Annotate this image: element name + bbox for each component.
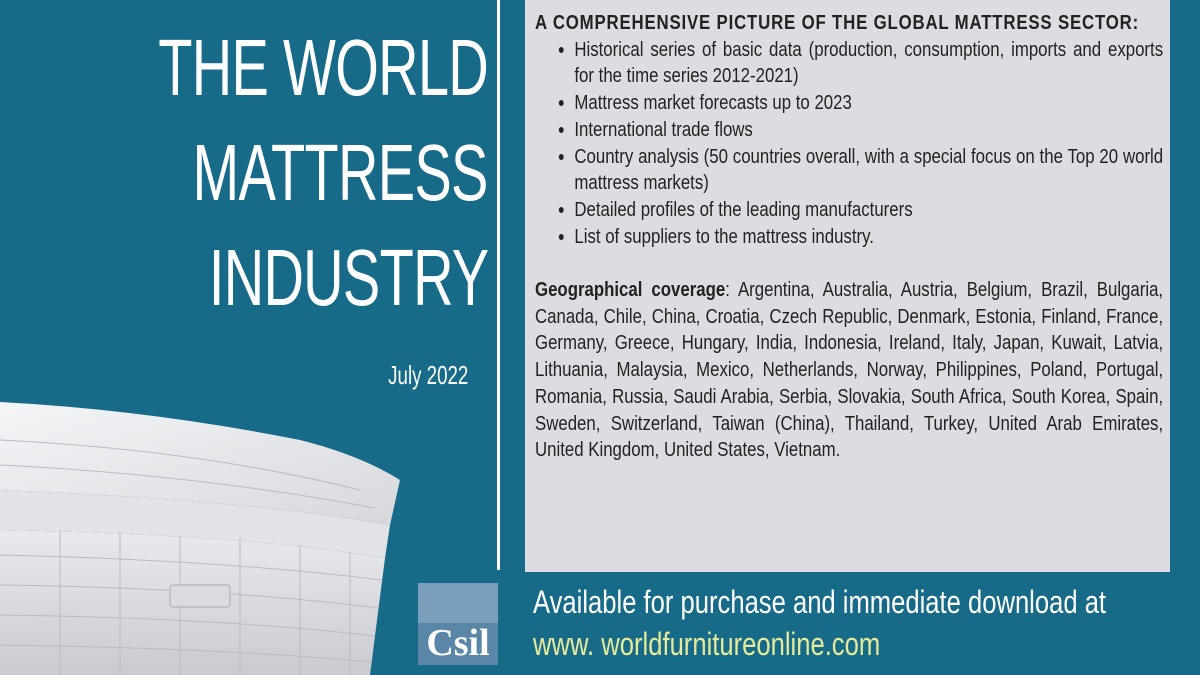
- title-line: MATTRESS: [192, 128, 489, 217]
- footer-url[interactable]: www. worldfurnitureonline.com: [533, 626, 881, 662]
- bullet-item: List of suppliers to the mattress indust…: [574, 224, 1163, 251]
- title-line: THE WORLD: [158, 23, 488, 112]
- bullet-item: Historical series of basic data (product…: [574, 37, 1163, 90]
- divider: [497, 0, 500, 570]
- bullet-item: International trade flows: [574, 117, 1163, 144]
- title-line: INDUSTRY: [208, 233, 488, 322]
- logo: Csil: [418, 583, 498, 665]
- bullet-item: Country analysis (50 countries overall, …: [574, 144, 1163, 197]
- coverage: Geographical coverage: Argentina, Austra…: [535, 277, 1163, 464]
- panel-content: A COMPREHENSIVE PICTURE OF THE GLOBAL MA…: [535, 10, 1163, 464]
- panel-heading: A COMPREHENSIVE PICTURE OF THE GLOBAL MA…: [535, 11, 1140, 34]
- coverage-label: Geographical coverage: [535, 278, 726, 302]
- mattress-image: [0, 402, 400, 675]
- footer-text: Available for purchase and immediate dow…: [533, 584, 1107, 620]
- bullet-item: Mattress market forecasts up to 2023: [574, 90, 1163, 117]
- logo-text: Csil: [426, 622, 489, 664]
- info-panel: A COMPREHENSIVE PICTURE OF THE GLOBAL MA…: [525, 0, 1170, 572]
- bullet-list: Historical series of basic data (product…: [535, 37, 1163, 251]
- coverage-text: : Argentina, Australia, Austria, Belgium…: [535, 278, 1164, 462]
- date: July 2022: [387, 360, 468, 390]
- bullet-item: Detailed profiles of the leading manufac…: [574, 197, 1163, 224]
